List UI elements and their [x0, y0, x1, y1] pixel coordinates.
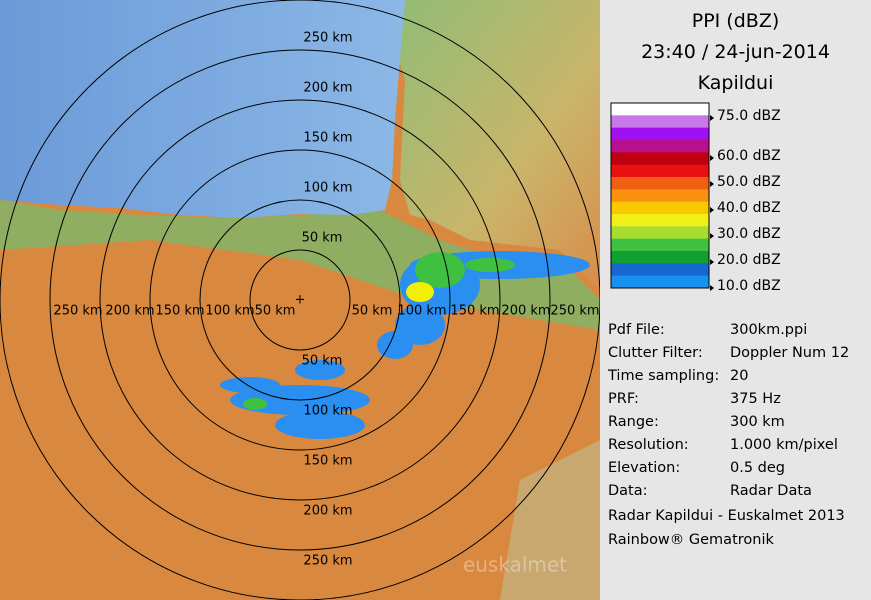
range-label: 250 km [53, 304, 102, 319]
range-label: 100 km [303, 181, 352, 196]
range-label: 150 km [450, 304, 499, 319]
info-row: Range: 300 km [608, 414, 785, 430]
info-row: Clutter Filter: Doppler Num 12 [608, 345, 849, 361]
credit: Rainbow® Gematronik [608, 532, 774, 548]
range-label: 50 km [302, 354, 343, 369]
info-row: Time sampling: 20 [608, 368, 748, 384]
color-band [611, 177, 709, 190]
legend-label: 50.0 dBZ [717, 174, 781, 190]
range-label: 150 km [155, 304, 204, 319]
info-key: Pdf File: [608, 322, 665, 338]
info-value: 375 Hz [730, 391, 781, 407]
legend-tick [710, 233, 714, 239]
info-key: Range: [608, 414, 659, 430]
info-value: 20 [730, 368, 749, 384]
color-band [611, 214, 709, 227]
land-north [380, 0, 600, 290]
color-band [611, 115, 709, 129]
info-value: Radar Data [730, 483, 812, 499]
color-band [611, 127, 709, 141]
radar-site: + [295, 293, 306, 308]
info-value: 300km.ppi [730, 322, 808, 338]
info-row: PRF: 375 Hz [608, 391, 781, 407]
info-value: Doppler Num 12 [730, 345, 850, 361]
legend-tick [710, 207, 714, 213]
range-label: 250 km [303, 31, 352, 46]
color-band [611, 189, 709, 203]
legend-label: 20.0 dBZ [717, 252, 781, 268]
info-panel: PPI (dBZ) 23:40 / 24-jun-2014 Kapildui 7… [600, 0, 871, 600]
range-label: 150 km [303, 131, 352, 146]
range-label: 200 km [501, 304, 550, 319]
info-row: Resolution: 1.000 km/pixel [608, 437, 838, 453]
legend-label: 30.0 dBZ [717, 226, 781, 242]
title: Kapildui [697, 72, 774, 94]
land-east [500, 440, 600, 600]
info-row: Data: Radar Data [608, 483, 812, 499]
radar-map: + 250 km 200 km 150 km 100 km 50 km 50 k… [0, 0, 600, 600]
title: PPI (dBZ) [691, 10, 780, 32]
title: 23:40 / 24-jun-2014 [641, 41, 830, 63]
info-key: Time sampling: [608, 368, 720, 384]
range-label: 50 km [302, 231, 343, 246]
range-label: 200 km [303, 504, 352, 519]
legend-tick [710, 285, 714, 291]
info-key: Elevation: [608, 460, 681, 476]
credit: Radar Kapildui - Euskalmet 2013 [608, 508, 845, 524]
color-band [611, 275, 709, 289]
info-key: Data: [608, 483, 648, 499]
legend-label: 10.0 dBZ [717, 278, 781, 294]
color-band [611, 152, 709, 166]
color-band [611, 238, 709, 252]
color-scale [610, 102, 710, 289]
legend-tick [710, 115, 714, 121]
range-label: 150 km [303, 454, 352, 469]
range-label: 100 km [205, 304, 254, 319]
info-value: 1.000 km/pixel [730, 437, 838, 453]
info-value: 300 km [730, 414, 785, 430]
range-label: 250 km [303, 554, 352, 569]
range-rings [0, 0, 600, 600]
info-row: Pdf File: 300km.ppi [608, 322, 807, 338]
info-key: Clutter Filter: [608, 345, 703, 361]
info-key: Resolution: [608, 437, 689, 453]
range-label: 100 km [303, 404, 352, 419]
color-band [611, 263, 709, 277]
legend-tick [710, 181, 714, 187]
range-label: 50 km [255, 304, 296, 319]
radar-echoes [220, 251, 590, 439]
range-label: 50 km [352, 304, 393, 319]
legend-label: 40.0 dBZ [717, 200, 781, 216]
legend-tick [710, 259, 714, 265]
color-band [611, 164, 709, 178]
range-label: 200 km [105, 304, 154, 319]
range-label: 250 km [550, 304, 599, 319]
color-band [611, 140, 709, 153]
legend-tick [710, 155, 714, 161]
color-band [611, 226, 709, 240]
color-band [611, 103, 709, 116]
range-label: 200 km [303, 81, 352, 96]
color-band [611, 201, 709, 215]
legend-label: 75.0 dBZ [717, 108, 781, 124]
legend-label: 60.0 dBZ [717, 148, 781, 164]
range-label: 100 km [397, 304, 446, 319]
watermark: euskalmet [463, 553, 567, 577]
info-value: 0.5 deg [730, 460, 785, 476]
info-key: PRF: [608, 391, 639, 407]
info-row: Elevation: 0.5 deg [608, 460, 785, 476]
sea [0, 0, 405, 218]
color-band [611, 251, 709, 264]
